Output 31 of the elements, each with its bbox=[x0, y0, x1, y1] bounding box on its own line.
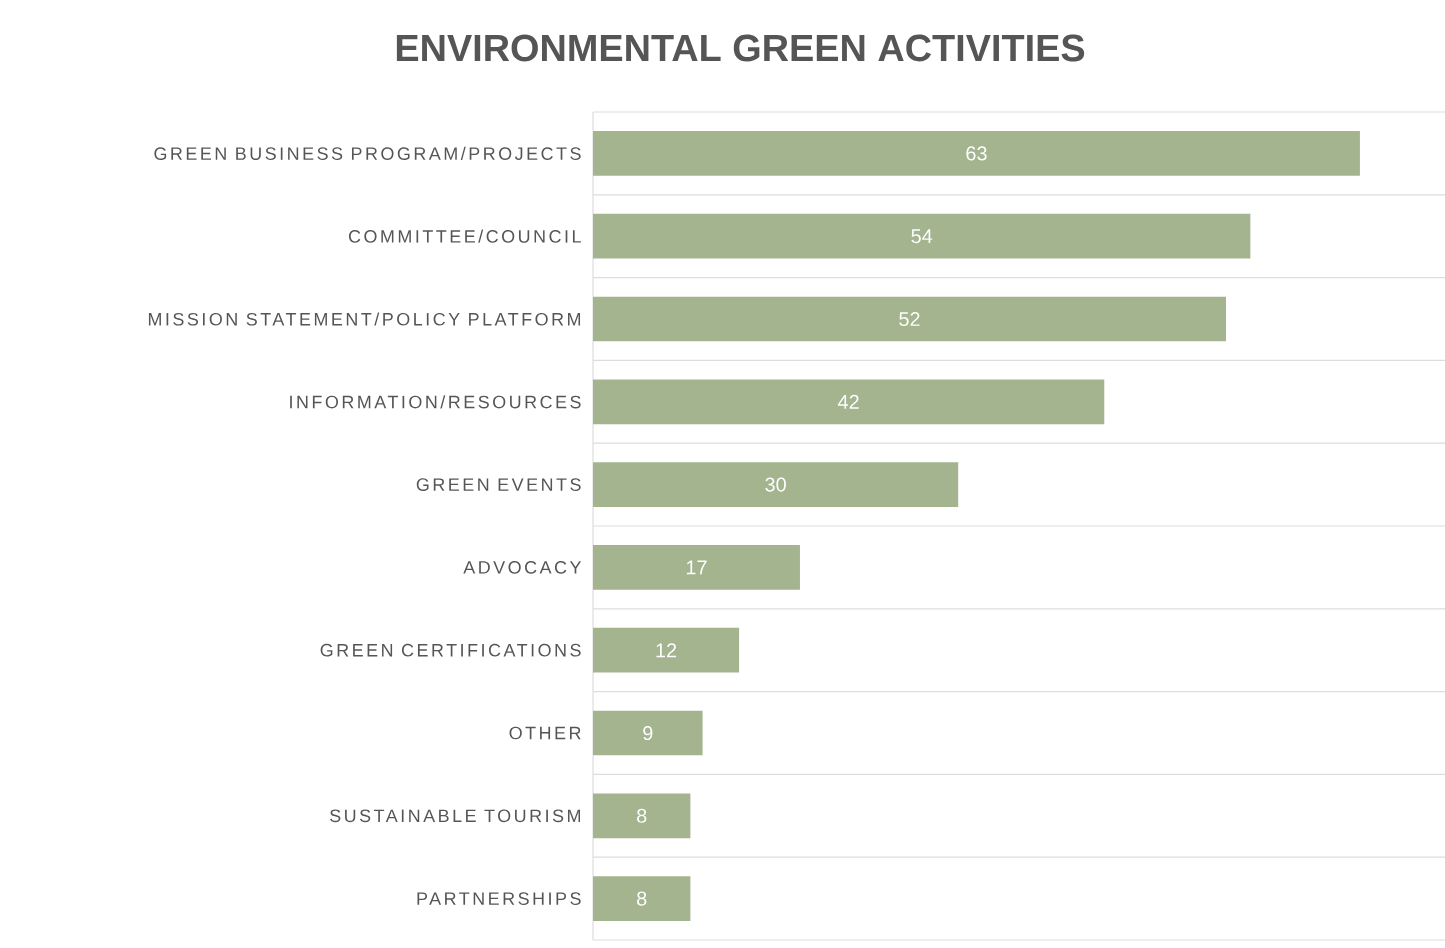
y-tick-label: MISSION STATEMENT/POLICY PLATFORM bbox=[148, 312, 581, 326]
bar bbox=[593, 627, 740, 673]
data-label: 63 bbox=[966, 146, 987, 161]
y-tick-label: GREEN CERTIFICATIONS bbox=[320, 643, 581, 657]
data-label: 8 bbox=[637, 891, 647, 906]
bar bbox=[593, 296, 1226, 342]
chart-title: ENVIRONMENTAL GREEN ACTIVITIES bbox=[396, 34, 1085, 62]
y-tick-label: COMMITTEE/COUNCIL bbox=[348, 229, 581, 243]
y-tick-label: GREEN EVENTS bbox=[416, 478, 581, 491]
bar bbox=[593, 131, 1360, 176]
bar bbox=[593, 213, 1251, 259]
data-label: 52 bbox=[899, 311, 920, 327]
data-label: 8 bbox=[637, 808, 647, 823]
y-tick-label: ADVOCACY bbox=[463, 561, 582, 574]
bar bbox=[593, 462, 959, 507]
bar bbox=[593, 876, 691, 921]
data-label: 30 bbox=[765, 477, 786, 492]
data-label: 54 bbox=[911, 229, 933, 244]
y-tick-label: INFORMATION/RESOURCES bbox=[290, 395, 581, 409]
bar bbox=[593, 793, 691, 839]
bar bbox=[593, 710, 703, 756]
data-label: 12 bbox=[656, 643, 677, 658]
data-label: 17 bbox=[686, 560, 707, 575]
y-tick-label: PARTNERSHIPS bbox=[417, 892, 581, 905]
y-tick-label: SUSTAINABLE TOURISM bbox=[330, 809, 581, 823]
bar bbox=[593, 545, 800, 590]
y-tick-label: OTHER bbox=[509, 726, 581, 740]
bar bbox=[593, 379, 1105, 425]
y-tick-label: GREEN BUSINESS PROGRAM/PROJECTS bbox=[154, 146, 581, 160]
data-label: 9 bbox=[643, 725, 653, 741]
data-label: 42 bbox=[838, 394, 859, 409]
